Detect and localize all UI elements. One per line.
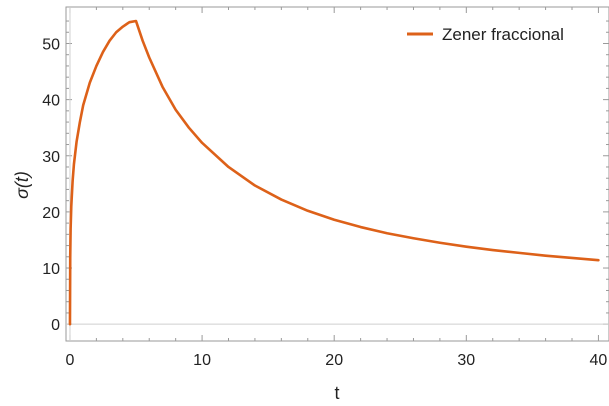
- legend-label: Zener fraccional: [442, 25, 564, 44]
- x-tick-label: 40: [590, 352, 608, 369]
- legend: Zener fraccional: [407, 25, 564, 44]
- zero-axis-lines: [66, 7, 609, 341]
- y-tick-label: 50: [42, 36, 60, 53]
- y-tick-label: 10: [42, 261, 60, 278]
- y-tick-label: 20: [42, 205, 60, 222]
- y-axis-label: σ(t): [12, 171, 32, 199]
- plot-frame: [65, 6, 609, 342]
- y-tick-label: 40: [42, 93, 60, 110]
- x-axis-label: t: [334, 383, 339, 403]
- x-tick-label: 0: [66, 352, 75, 369]
- series-layer: [68, 19, 600, 326]
- y-tick-label: 0: [51, 317, 60, 334]
- series-line-0: [68, 19, 600, 326]
- x-tick-label: 30: [457, 352, 475, 369]
- y-tick-label: 30: [42, 149, 60, 166]
- x-tick-label: 20: [325, 352, 343, 369]
- x-tick-label: 10: [193, 352, 211, 369]
- axis-ticks: 0 10 20 30 40 0 10 20 30 40 50: [42, 7, 609, 369]
